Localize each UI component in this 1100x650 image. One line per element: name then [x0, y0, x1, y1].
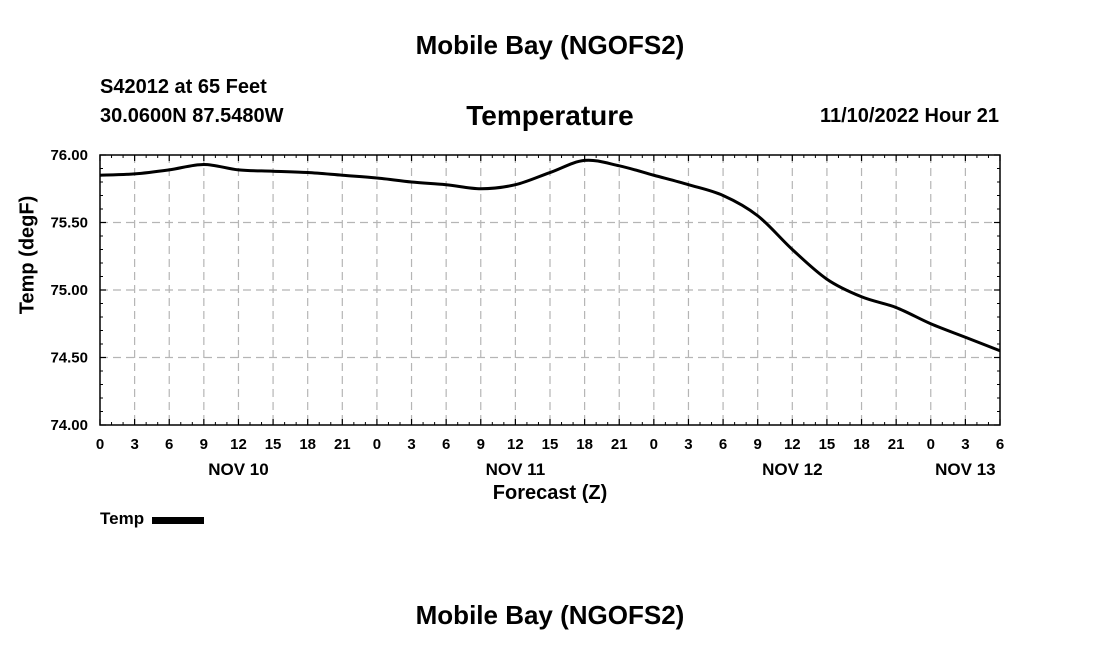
- x-tick-label: 6: [442, 436, 450, 453]
- x-tick-label: 21: [611, 436, 628, 453]
- y-tick-label: 74.00: [50, 417, 88, 434]
- x-tick-label: 0: [96, 436, 104, 453]
- x-axis-label: Forecast (Z): [492, 482, 608, 504]
- legend-label: Temp: [100, 509, 145, 528]
- x-tick-label: 0: [927, 436, 935, 453]
- station-coordinates: 30.0600N 87.5480W: [100, 105, 284, 127]
- x-tick-label: 9: [477, 436, 485, 453]
- x-tick-label: 21: [334, 436, 351, 453]
- x-tick-label: 9: [754, 436, 762, 453]
- y-tick-label: 75.50: [50, 215, 88, 232]
- chart-title: Temperature: [466, 100, 634, 131]
- chart-series: [99, 158, 1001, 353]
- plot-frame: [99, 154, 1001, 426]
- x-tick-label: 18: [853, 436, 870, 453]
- station-label: S42012 at 65 Feet: [100, 76, 267, 98]
- x-tick-label: 15: [542, 436, 559, 453]
- chart-grid: [100, 155, 1000, 425]
- x-day-label: NOV 10: [208, 460, 268, 479]
- x-tick-label: 3: [684, 436, 692, 453]
- y-tick-label: 74.50: [50, 350, 88, 367]
- main-title: Mobile Bay (NGOFS2): [415, 30, 685, 60]
- x-tick-label: 3: [130, 436, 138, 453]
- x-tick-label: 6: [165, 436, 173, 453]
- bottom-title: Mobile Bay (NGOFS2): [415, 600, 685, 630]
- series-line-temp: [99, 158, 1001, 353]
- x-tick-label: 9: [200, 436, 208, 453]
- x-tick-label: 3: [407, 436, 415, 453]
- x-tick-label: 15: [819, 436, 836, 453]
- x-day-label: NOV 11: [486, 460, 546, 479]
- y-tick-label: 76.00: [50, 147, 88, 164]
- y-tick-label: 75.00: [50, 282, 88, 299]
- x-tick-label: 21: [888, 436, 905, 453]
- x-tick-label: 3: [961, 436, 969, 453]
- legend-swatch: [152, 517, 205, 524]
- x-tick-label: 6: [996, 436, 1004, 453]
- x-tick-label: 0: [373, 436, 381, 453]
- forecast-time: 11/10/2022 Hour 21: [819, 105, 999, 127]
- x-tick-label: 18: [576, 436, 593, 453]
- x-tick-label: 12: [507, 436, 524, 453]
- x-tick-label: 18: [299, 436, 316, 453]
- x-tick-label: 12: [230, 436, 247, 453]
- x-day-label: NOV 13: [935, 460, 995, 479]
- legend: Temp: [100, 509, 205, 529]
- x-tick-label: 15: [265, 436, 282, 453]
- x-tick-label: 6: [719, 436, 727, 453]
- x-tick-label: 12: [784, 436, 801, 453]
- x-day-label: NOV 12: [762, 460, 822, 479]
- x-tick-label: 0: [650, 436, 658, 453]
